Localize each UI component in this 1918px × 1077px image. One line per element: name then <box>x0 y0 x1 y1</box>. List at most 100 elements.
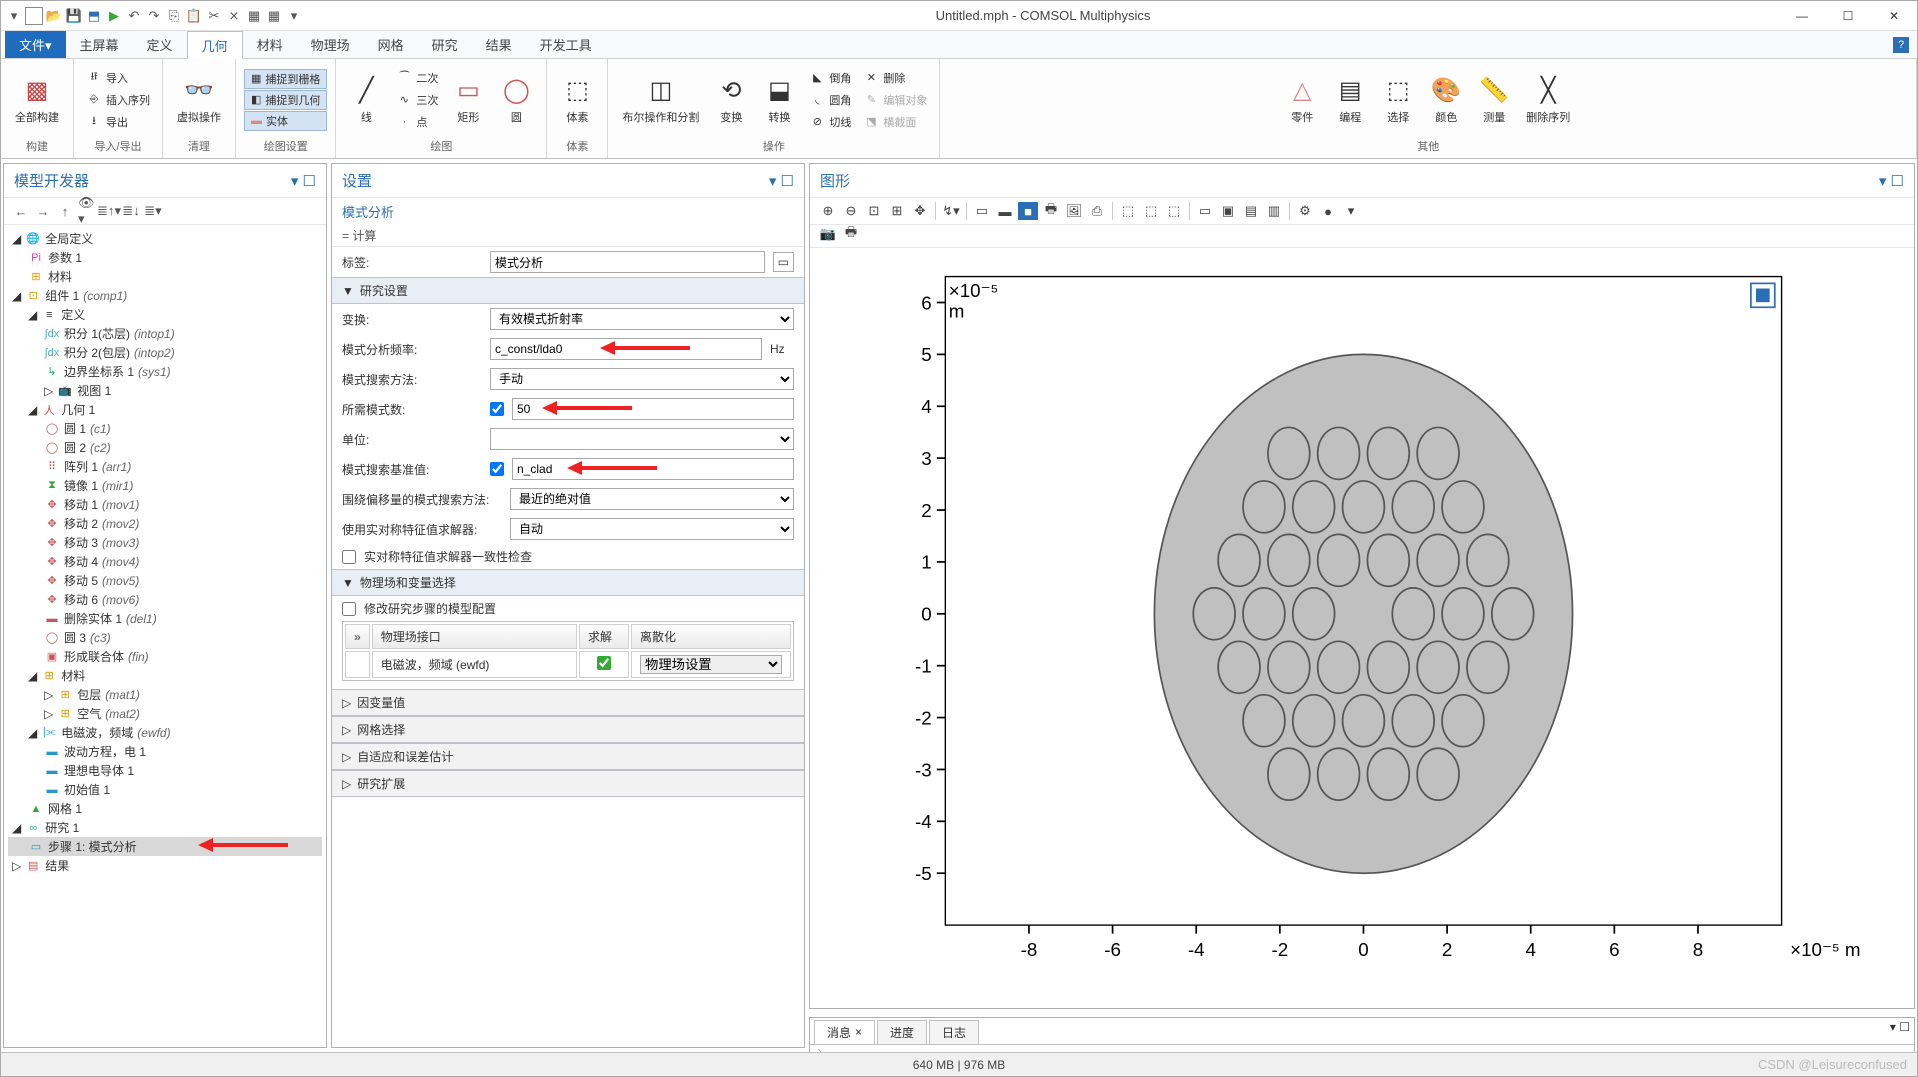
tag-icon[interactable]: ▭ <box>773 252 794 272</box>
insert-seq-button[interactable]: ⎆插入序列 <box>82 89 154 111</box>
dropdown-icon[interactable]: ▾ <box>285 7 303 25</box>
tab-developer[interactable]: 开发工具 <box>526 31 606 58</box>
panel-menu-icon[interactable]: ▾ ☐ <box>769 172 794 190</box>
tab-log[interactable]: 日志 <box>929 1020 979 1044</box>
help-button[interactable]: ? <box>1893 37 1909 53</box>
tree-c1[interactable]: ◯圆 1 (c1) <box>8 419 322 438</box>
fwd-icon[interactable]: → <box>34 202 52 220</box>
point-button[interactable]: ·点 <box>392 111 442 133</box>
tree-mesh[interactable]: ▲网格 1 <box>8 799 322 818</box>
mesh2-icon[interactable]: ▦ <box>265 7 283 25</box>
tree-sys1[interactable]: ↳边界坐标系 1 (sys1) <box>8 362 322 381</box>
tree-comp[interactable]: ◢⊡组件 1 (comp1) <box>8 286 322 305</box>
close-tab-icon[interactable]: × <box>855 1025 862 1039</box>
primitive-button[interactable]: ⬚体素 <box>555 73 599 127</box>
tab-home[interactable]: 主屏幕 <box>66 31 133 58</box>
paste-icon[interactable]: 📋 <box>185 7 203 25</box>
tab-progress[interactable]: 进度 <box>877 1020 927 1044</box>
col-expand[interactable]: » <box>345 624 370 649</box>
menu-icon[interactable]: ▾ <box>5 7 23 25</box>
tree-mat1[interactable]: ▷⊞包层 (mat1) <box>8 685 322 704</box>
export-button[interactable]: ⭳导出 <box>82 111 154 133</box>
tree-c3[interactable]: ◯圆 3 (c3) <box>8 628 322 647</box>
consistency-check[interactable] <box>342 550 356 564</box>
tree-mov2[interactable]: ✥移动 2 (mov2) <box>8 514 322 533</box>
snap-grid-button[interactable]: ▦捕捉到栅格 <box>244 69 327 89</box>
up-icon[interactable]: ↑ <box>56 202 74 220</box>
quadratic-button[interactable]: ⁀二次 <box>392 67 442 89</box>
compute-button[interactable]: = 计算 <box>342 227 376 244</box>
v4-icon[interactable]: ▥ <box>1264 202 1284 220</box>
collapse-icon[interactable]: ≣↓ <box>122 202 140 220</box>
tree-geom[interactable]: ◢人几何 1 <box>8 400 322 419</box>
eye-icon[interactable]: 👁▾ <box>78 202 96 220</box>
render-icon[interactable]: ■ <box>1018 202 1038 220</box>
tree-global[interactable]: ◢🌐全局定义 <box>8 229 322 248</box>
tree-intop2[interactable]: ∫dx积分 2(包层) (intop2) <box>8 343 322 362</box>
label-input[interactable] <box>490 251 765 273</box>
virtual-ops-button[interactable]: 👓虚拟操作 <box>171 73 227 127</box>
delete-op-button[interactable]: ✕删除 <box>859 67 931 89</box>
tab-materials[interactable]: 材料 <box>243 31 297 58</box>
parts-button[interactable]: △零件 <box>1280 73 1324 127</box>
file-menu[interactable]: 文件▾ <box>5 31 66 58</box>
mod-cfg-check[interactable] <box>342 602 356 616</box>
cubic-button[interactable]: ∿三次 <box>392 89 442 111</box>
tree-init[interactable]: ▬初始值 1 <box>8 780 322 799</box>
tab-mesh[interactable]: 网格 <box>364 31 418 58</box>
transform-button[interactable]: ⟲变换 <box>709 73 753 127</box>
camera-icon[interactable]: 📷 <box>818 225 838 243</box>
mesh-icon[interactable]: ▦ <box>245 7 263 25</box>
edit-obj-button[interactable]: ✎编辑对象 <box>859 89 931 111</box>
program-button[interactable]: ▤编程 <box>1328 73 1372 127</box>
sel3-icon[interactable]: ⬚ <box>1141 202 1161 220</box>
back-icon[interactable]: ← <box>12 202 30 220</box>
zoom-ext-icon[interactable]: ⊞ <box>887 202 907 220</box>
tab-geometry[interactable]: 几何 <box>187 31 243 60</box>
chamfer-button[interactable]: ◣倒角 <box>805 67 855 89</box>
color-button[interactable]: 🎨颜色 <box>1424 73 1468 127</box>
tree-materials[interactable]: ◢⊞材料 <box>8 666 322 685</box>
tab-messages[interactable]: 消息× <box>814 1020 875 1044</box>
tree-mat2[interactable]: ▷⊞空气 (mat2) <box>8 704 322 723</box>
measure-button[interactable]: 📏测量 <box>1472 73 1516 127</box>
pan-icon[interactable]: ✥ <box>910 202 930 220</box>
list-icon[interactable]: ≣▾ <box>144 202 162 220</box>
tab-study[interactable]: 研究 <box>418 31 472 58</box>
tree-view[interactable]: ▷📺视图 1 <box>8 381 322 400</box>
select-button[interactable]: ⬚选择 <box>1376 73 1420 127</box>
panel-menu-icon[interactable]: ▾ ☐ <box>1890 1020 1910 1044</box>
cut-icon[interactable]: ✂ <box>205 7 223 25</box>
snapshot-icon[interactable]: 🖶 <box>841 225 861 243</box>
build-all-button[interactable]: ▩全部构建 <box>9 73 65 127</box>
tree-arr1[interactable]: ⠿阵列 1 (arr1) <box>8 457 322 476</box>
tree-c2[interactable]: ◯圆 2 (c2) <box>8 438 322 457</box>
zoom-box-icon[interactable]: ⊡ <box>864 202 884 220</box>
circle-button[interactable]: ◯圆 <box>494 73 538 127</box>
solver-select[interactable]: 自动 <box>510 518 794 540</box>
print-icon[interactable]: 🖶 <box>1041 202 1061 220</box>
ref-check[interactable] <box>490 462 504 476</box>
solid-button[interactable]: ▬实体 <box>244 111 327 131</box>
wf-icon[interactable]: ⬚ <box>1118 202 1138 220</box>
minimize-button[interactable]: — <box>1779 1 1825 31</box>
tree-mov1[interactable]: ✥移动 1 (mov1) <box>8 495 322 514</box>
rot-icon[interactable]: ↯▾ <box>941 202 961 220</box>
delete-seq-button[interactable]: ╳删除序列 <box>1520 73 1576 127</box>
sel4-icon[interactable]: ⬚ <box>1164 202 1184 220</box>
tree-params[interactable]: Pi参数 1 <box>8 248 322 267</box>
tab-physics[interactable]: 物理场 <box>297 31 364 58</box>
panel-menu-icon[interactable]: ▾ ☐ <box>291 172 316 190</box>
close-button[interactable]: ✕ <box>1871 1 1917 31</box>
tree-del1[interactable]: ▬删除实体 1 (del1) <box>8 609 322 628</box>
sel2-icon[interactable]: ▬ <box>995 202 1015 220</box>
undo-icon[interactable]: ↶ <box>125 7 143 25</box>
v1-icon[interactable]: ▭ <box>1195 202 1215 220</box>
tree-mov6[interactable]: ✥移动 6 (mov6) <box>8 590 322 609</box>
tangent-button[interactable]: ⊘切线 <box>805 111 855 133</box>
expand-icon[interactable]: ≣↑▾ <box>100 202 118 220</box>
nmodes-input[interactable] <box>512 398 794 420</box>
fillet-button[interactable]: ◟圆角 <box>805 89 855 111</box>
boolean-button[interactable]: ◫布尔操作和分割 <box>616 73 705 127</box>
import-button[interactable]: ⭿导入 <box>82 67 154 89</box>
